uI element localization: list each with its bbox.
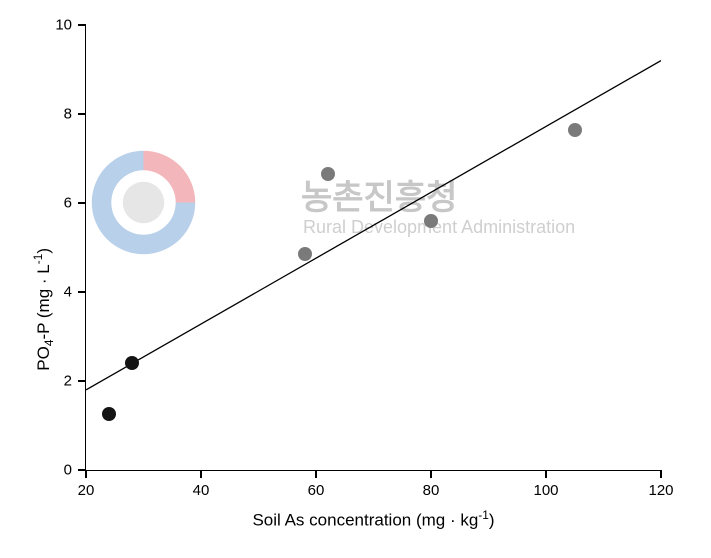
x-tick-label: 120 xyxy=(648,482,673,499)
x-tick-label: 40 xyxy=(193,482,210,499)
chart-container: 농촌진흥청Rural Development Administration204… xyxy=(0,0,711,558)
y-tick xyxy=(78,469,86,471)
y-tick-label: 2 xyxy=(64,373,72,390)
data-point xyxy=(321,167,335,181)
x-tick xyxy=(430,470,432,478)
x-tick-label: 20 xyxy=(78,482,95,499)
x-tick xyxy=(315,470,317,478)
y-tick xyxy=(78,380,86,382)
y-tick-label: 10 xyxy=(55,17,72,34)
data-point xyxy=(298,247,312,261)
y-tick-label: 4 xyxy=(64,284,72,301)
x-tick xyxy=(85,470,87,478)
x-tick-label: 60 xyxy=(308,482,325,499)
x-tick xyxy=(545,470,547,478)
plot-area: 농촌진흥청Rural Development Administration204… xyxy=(85,25,661,471)
data-point xyxy=(424,214,438,228)
y-tick-label: 6 xyxy=(64,195,72,212)
y-tick xyxy=(78,202,86,204)
x-tick-label: 100 xyxy=(533,482,558,499)
y-tick-label: 0 xyxy=(64,462,72,479)
x-tick-label: 80 xyxy=(423,482,440,499)
x-tick xyxy=(200,470,202,478)
y-axis-label: PO4-P (mg · L-1) xyxy=(31,248,56,371)
y-tick-label: 8 xyxy=(64,106,72,123)
data-point xyxy=(125,356,139,370)
y-tick xyxy=(78,291,86,293)
y-tick xyxy=(78,24,86,26)
y-tick xyxy=(78,113,86,115)
watermark-text-sub: Rural Development Administration xyxy=(303,217,575,238)
x-tick xyxy=(660,470,662,478)
x-axis-label: Soil As concentration (mg · kg-1) xyxy=(252,508,494,531)
data-point xyxy=(102,407,116,421)
watermark-logo xyxy=(86,145,201,260)
data-point xyxy=(568,123,582,137)
